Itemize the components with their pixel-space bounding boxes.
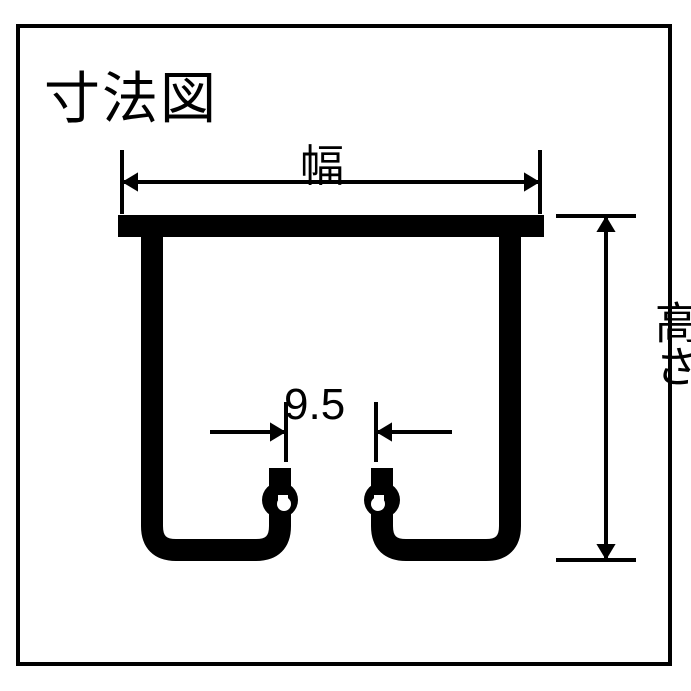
diagram-canvas: 寸法図 幅 高さ 9.5	[0, 0, 691, 691]
diagram-svg	[0, 0, 691, 691]
height-dimension-label: 高さ	[640, 300, 691, 388]
gap-dimension-label: 9.5	[284, 380, 345, 430]
width-dimension-label: 幅	[300, 130, 344, 194]
